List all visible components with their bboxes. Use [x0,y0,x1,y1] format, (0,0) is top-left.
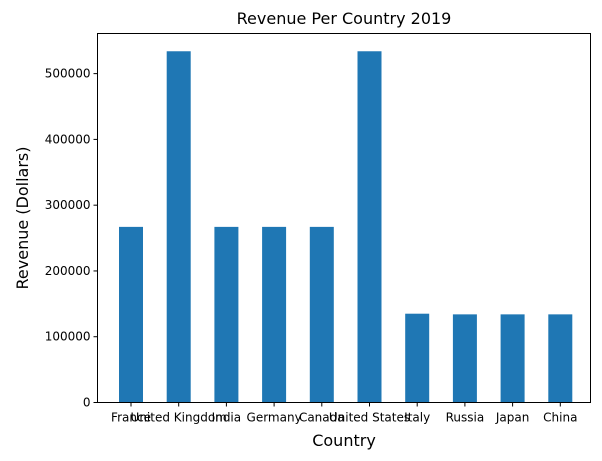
bar-united-states [357,51,382,403]
x-tick-label: Germany [247,411,302,425]
x-tick-label: United Kingdom [131,411,227,425]
x-tick-label: France [111,411,151,425]
bar-japan [500,314,525,403]
bar-germany [262,226,287,403]
y-tick-label: 200000 [45,264,91,278]
y-tick-label: 500000 [45,67,91,81]
y-axis: 0 100000 200000 300000 400000 500000 [45,67,98,410]
y-tick-label: 0 [83,396,91,410]
x-tick-label: Italy [404,411,430,425]
y-tick-label: 100000 [45,330,91,344]
x-tick-label: Canada [299,411,345,425]
chart-title: Revenue Per Country 2019 [237,9,452,28]
bar-india [214,226,239,403]
x-tick-label: Russia [446,411,485,425]
y-axis-label: Revenue (Dollars) [13,147,32,290]
x-tick-label: India [212,411,241,425]
bar-russia [452,314,477,403]
x-axis-label: Country [312,431,376,450]
x-tick-label: China [543,411,577,425]
bar-france [119,226,143,403]
x-tick-label: Japan [495,411,529,425]
bar-canada [309,226,334,403]
bar-china [548,314,573,403]
x-tick-label: United States [329,411,410,425]
plot-frame [97,33,591,403]
bars-group [119,51,573,403]
bar-italy [405,313,430,403]
bar-united-kingdom [166,51,191,403]
y-tick-label: 300000 [45,198,91,212]
y-tick-label: 400000 [45,132,91,146]
